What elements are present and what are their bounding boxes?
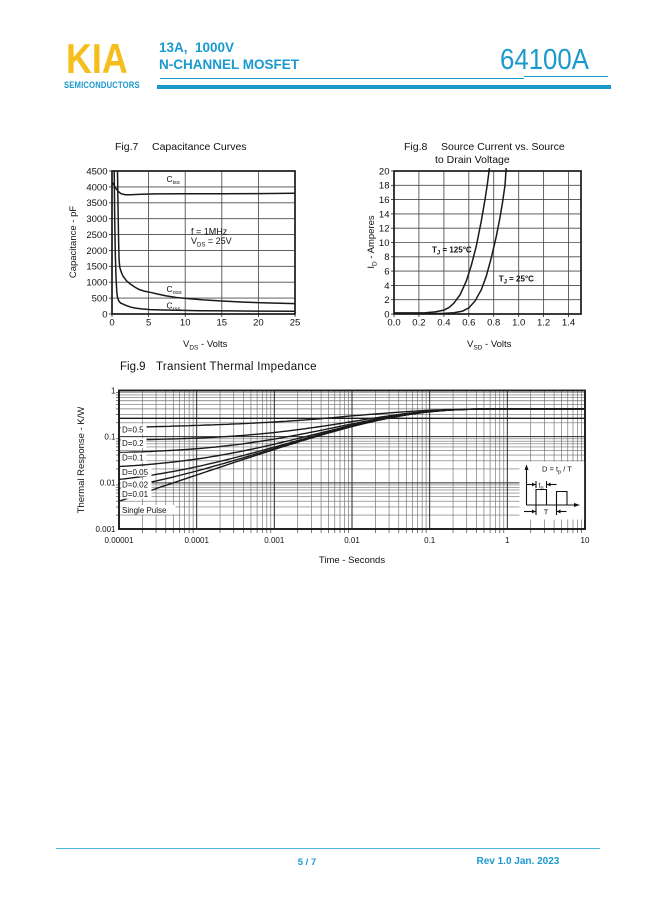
svg-text:4000: 4000 [86, 182, 107, 193]
svg-text:6: 6 [384, 267, 389, 278]
svg-text:15: 15 [217, 318, 228, 329]
svg-text:4: 4 [384, 281, 389, 292]
svg-text:Ciss: Ciss [167, 174, 180, 186]
svg-text:0.8: 0.8 [487, 318, 500, 329]
svg-text:10: 10 [180, 318, 191, 329]
svg-text:3000: 3000 [86, 214, 107, 225]
svg-text:0.00001: 0.00001 [105, 536, 134, 545]
svg-text:14: 14 [379, 209, 390, 220]
svg-text:D=0.1: D=0.1 [122, 454, 144, 463]
svg-text:2500: 2500 [86, 230, 107, 241]
svg-text:ID - Amperes: ID - Amperes [366, 215, 378, 269]
svg-text:tp: tp [538, 483, 543, 492]
svg-text:D = tp / T: D = tp / T [542, 465, 572, 476]
svg-text:12: 12 [379, 224, 390, 235]
svg-text:0.0001: 0.0001 [184, 536, 209, 545]
svg-text:1: 1 [505, 536, 510, 545]
svg-text:VDS = 25V: VDS = 25V [191, 236, 232, 248]
svg-text:D=0.05: D=0.05 [122, 468, 149, 477]
svg-text:T: T [544, 508, 549, 517]
svg-text:20: 20 [253, 318, 264, 329]
svg-text:2000: 2000 [86, 246, 107, 257]
svg-text:0: 0 [384, 309, 389, 320]
svg-text:16: 16 [379, 195, 390, 206]
svg-text:500: 500 [92, 294, 108, 305]
svg-text:VDS - Volts: VDS - Volts [183, 339, 228, 351]
svg-text:1.0: 1.0 [512, 318, 525, 329]
svg-text:0: 0 [109, 318, 114, 329]
svg-text:0.0: 0.0 [387, 318, 400, 329]
svg-text:0.001: 0.001 [95, 525, 116, 534]
svg-text:Coss: Coss [167, 284, 182, 296]
svg-text:0.2: 0.2 [412, 318, 425, 329]
svg-text:1: 1 [111, 386, 116, 395]
svg-text:1.2: 1.2 [537, 318, 550, 329]
svg-text:f = 1MHz: f = 1MHz [191, 227, 228, 237]
svg-text:Time - Seconds: Time - Seconds [319, 555, 385, 566]
svg-text:20: 20 [379, 166, 390, 177]
svg-text:0.001: 0.001 [264, 536, 285, 545]
svg-text:0.1: 0.1 [104, 433, 116, 442]
svg-text:D=0.02: D=0.02 [122, 481, 149, 490]
svg-text:10: 10 [379, 238, 390, 249]
svg-text:D=0.01: D=0.01 [122, 490, 149, 499]
svg-text:0: 0 [102, 309, 107, 320]
svg-text:2: 2 [384, 295, 389, 306]
svg-text:Capacitance - pF: Capacitance - pF [68, 206, 79, 279]
svg-text:TJ = 125°C: TJ = 125°C [432, 246, 472, 257]
svg-text:TJ = 25°C: TJ = 25°C [499, 275, 534, 286]
svg-text:Crss: Crss [167, 301, 181, 313]
svg-text:VSD - Volts: VSD - Volts [467, 339, 512, 351]
svg-text:0.01: 0.01 [344, 536, 360, 545]
svg-text:4500: 4500 [86, 166, 107, 177]
svg-text:0.01: 0.01 [100, 479, 116, 488]
svg-text:8: 8 [384, 252, 389, 263]
svg-text:1500: 1500 [86, 262, 107, 273]
svg-text:1000: 1000 [86, 278, 107, 289]
svg-text:D=0.5: D=0.5 [122, 425, 144, 434]
svg-text:1.4: 1.4 [562, 318, 575, 329]
svg-text:25: 25 [290, 318, 301, 329]
svg-text:3500: 3500 [86, 198, 107, 209]
svg-text:Thermal Response - K/W: Thermal Response - K/W [76, 407, 87, 514]
svg-text:10: 10 [581, 536, 590, 545]
svg-text:0.4: 0.4 [437, 318, 450, 329]
svg-text:0.6: 0.6 [462, 318, 475, 329]
svg-text:18: 18 [379, 181, 390, 192]
svg-text:5: 5 [146, 318, 151, 329]
svg-text:Single Pulse: Single Pulse [122, 506, 167, 515]
svg-text:0.1: 0.1 [424, 536, 436, 545]
svg-text:D=0.2: D=0.2 [122, 439, 144, 448]
